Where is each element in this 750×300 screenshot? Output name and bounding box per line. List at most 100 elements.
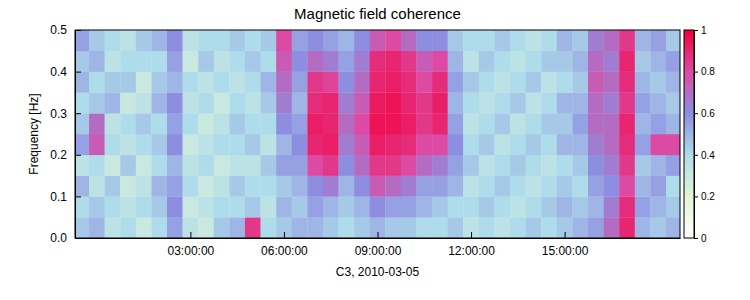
cell — [604, 134, 620, 155]
cell — [307, 217, 323, 238]
cell — [339, 51, 355, 72]
cell — [588, 113, 604, 134]
cell — [526, 196, 542, 217]
cell — [541, 134, 557, 155]
cell — [448, 134, 464, 155]
cell — [292, 72, 308, 93]
cell — [89, 134, 105, 155]
color-bar-tick-mark — [694, 30, 698, 31]
cell — [432, 92, 448, 113]
cell — [120, 196, 136, 217]
cell — [510, 176, 526, 197]
cell — [105, 217, 121, 238]
cell — [105, 113, 121, 134]
cell — [401, 155, 417, 176]
cell — [354, 217, 370, 238]
cell — [666, 217, 680, 238]
cell — [370, 92, 386, 113]
cell — [229, 51, 245, 72]
cell — [588, 134, 604, 155]
cell — [448, 30, 464, 51]
cell — [214, 51, 230, 72]
cell — [494, 134, 510, 155]
cell — [479, 72, 495, 93]
cell — [416, 51, 432, 72]
cell — [307, 155, 323, 176]
cell — [151, 30, 167, 51]
color-bar-tick: 1 — [694, 25, 707, 36]
cell — [557, 92, 573, 113]
cell — [214, 176, 230, 197]
cell — [307, 30, 323, 51]
cell — [339, 113, 355, 134]
cell — [510, 30, 526, 51]
cell — [588, 217, 604, 238]
cell — [463, 134, 479, 155]
y-tick-label: 0.0 — [50, 231, 67, 245]
cell — [510, 217, 526, 238]
cell — [526, 217, 542, 238]
cell — [323, 196, 339, 217]
cell — [292, 155, 308, 176]
cell — [261, 51, 277, 72]
cell — [214, 134, 230, 155]
cell — [650, 72, 666, 93]
cell — [151, 155, 167, 176]
cell — [635, 217, 651, 238]
cell — [588, 30, 604, 51]
cell — [463, 30, 479, 51]
cell — [354, 30, 370, 51]
cell — [479, 113, 495, 134]
cell — [650, 92, 666, 113]
cell — [214, 196, 230, 217]
heatmap-cells — [75, 30, 680, 238]
cell — [120, 51, 136, 72]
cell — [619, 72, 635, 93]
cell — [494, 217, 510, 238]
cell — [276, 92, 292, 113]
cell — [151, 92, 167, 113]
cell — [105, 155, 121, 176]
cell — [619, 30, 635, 51]
cell — [385, 113, 401, 134]
cell — [323, 217, 339, 238]
cell — [432, 176, 448, 197]
cell — [385, 51, 401, 72]
cell — [572, 113, 588, 134]
x-tick-mark — [378, 232, 379, 238]
cell — [635, 92, 651, 113]
y-tick: 0.5 — [50, 23, 81, 37]
cell — [75, 155, 89, 176]
cell — [448, 51, 464, 72]
cell — [167, 134, 183, 155]
cell — [183, 176, 199, 197]
cell — [666, 113, 680, 134]
cell — [151, 134, 167, 155]
y-tick-mark — [75, 30, 81, 31]
cell — [666, 30, 680, 51]
cell — [370, 217, 386, 238]
cell — [385, 134, 401, 155]
cell — [370, 113, 386, 134]
cell — [89, 92, 105, 113]
cell — [167, 176, 183, 197]
cell — [416, 113, 432, 134]
cell — [416, 30, 432, 51]
cell — [494, 30, 510, 51]
cell — [448, 196, 464, 217]
y-tick-mark — [75, 196, 81, 197]
y-tick-mark — [75, 155, 81, 156]
y-tick-label: 0.1 — [50, 190, 67, 204]
cell — [650, 134, 666, 155]
cell — [479, 217, 495, 238]
cell — [183, 72, 199, 93]
cell — [479, 51, 495, 72]
cell — [557, 30, 573, 51]
cell — [666, 72, 680, 93]
cell — [167, 92, 183, 113]
cell — [167, 113, 183, 134]
cell — [307, 72, 323, 93]
cell — [354, 134, 370, 155]
y-tick: 0.2 — [50, 148, 81, 162]
cell — [401, 51, 417, 72]
